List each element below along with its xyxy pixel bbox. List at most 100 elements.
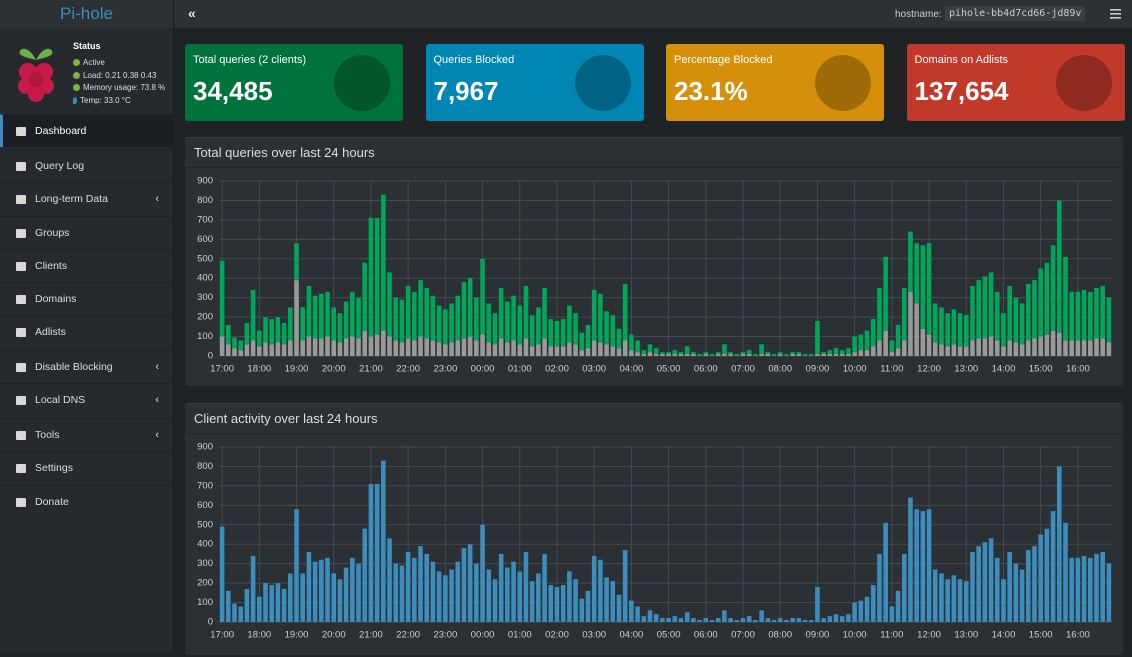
bar <box>796 352 802 355</box>
bar <box>796 354 802 356</box>
bar <box>474 340 479 356</box>
bar <box>269 319 275 345</box>
bar <box>486 342 492 356</box>
stat-value: 23.1% <box>674 76 748 106</box>
bar <box>908 291 913 356</box>
bar <box>337 342 343 356</box>
bar <box>449 342 454 356</box>
bar <box>430 340 436 356</box>
bar <box>932 303 938 343</box>
menu-item[interactable]: Clients <box>0 249 173 282</box>
bar <box>939 344 944 356</box>
bar <box>467 544 473 622</box>
bar <box>598 342 603 356</box>
bar <box>511 295 516 341</box>
bar <box>505 567 510 622</box>
bar <box>436 305 442 343</box>
bar <box>405 552 411 622</box>
bar <box>1056 332 1062 356</box>
bar <box>300 307 306 341</box>
bar <box>945 346 950 356</box>
x-tick-label: 10:00 <box>843 364 867 375</box>
bar <box>461 338 467 356</box>
menu-item[interactable]: Dashboard <box>0 114 173 147</box>
bar <box>963 315 969 347</box>
bar <box>505 301 510 343</box>
bar <box>771 620 777 622</box>
bar <box>362 262 368 331</box>
bar <box>994 291 1000 341</box>
x-tick-label: 18:00 <box>247 630 271 641</box>
bar <box>480 334 485 356</box>
bar <box>474 297 479 341</box>
bar <box>1056 466 1062 622</box>
bar <box>523 338 529 356</box>
bar <box>647 352 653 356</box>
bar <box>672 350 678 355</box>
bar <box>1106 563 1112 622</box>
bar <box>970 340 975 356</box>
menu-item[interactable]: Groups <box>0 216 173 249</box>
bar <box>306 286 312 337</box>
bar <box>1019 303 1025 345</box>
bar <box>827 354 833 356</box>
bar <box>616 328 622 349</box>
menu-item[interactable]: Donate <box>0 485 173 518</box>
bar <box>219 336 225 356</box>
menu-item[interactable]: Settings <box>0 451 173 484</box>
bar <box>926 509 932 622</box>
bar <box>337 313 343 343</box>
bar <box>1019 344 1025 356</box>
bar <box>319 559 324 622</box>
menu-label: Adlists <box>35 326 66 338</box>
menu-label: Domains <box>35 293 77 305</box>
logo[interactable]: Pi-hole <box>0 0 173 28</box>
bar <box>350 291 355 337</box>
bar <box>263 583 268 622</box>
menu-item[interactable]: Query Log <box>0 149 173 182</box>
bar <box>1050 330 1056 356</box>
bar <box>492 313 498 345</box>
x-tick-label: 10:00 <box>843 630 867 641</box>
stat-box: Queries Blocked 7,967 <box>425 44 644 121</box>
bar <box>1081 289 1087 341</box>
menu-item[interactable]: Long-term Data ‹ <box>0 182 173 215</box>
bar <box>498 338 504 356</box>
bar <box>939 307 944 345</box>
menu-item[interactable]: Local DNS ‹ <box>0 383 173 416</box>
menu-icon[interactable] <box>1110 9 1121 19</box>
bar <box>833 614 839 622</box>
x-tick-label: 14:00 <box>992 630 1016 641</box>
bar <box>994 557 1000 622</box>
bar <box>1025 550 1031 622</box>
bar <box>641 616 647 622</box>
bar <box>294 280 299 356</box>
bar <box>560 585 566 622</box>
menu-icon <box>16 464 26 473</box>
menu-item[interactable]: Tools ‹ <box>0 418 173 451</box>
bar <box>722 610 727 622</box>
bar <box>715 352 721 355</box>
bar <box>275 317 281 343</box>
menu-item[interactable]: Disable Blocking ‹ <box>0 350 173 383</box>
menu-item[interactable]: Domains <box>0 282 173 315</box>
bar <box>870 319 876 347</box>
bar <box>554 587 560 622</box>
stat-label: Domains on Adlists <box>914 54 1009 66</box>
bar <box>294 243 299 281</box>
bar <box>833 354 839 356</box>
bar <box>1044 528 1050 622</box>
x-tick-label: 21:00 <box>359 630 383 641</box>
bar <box>269 344 275 356</box>
sidebar-toggle[interactable]: « <box>188 5 196 21</box>
bar <box>703 618 709 622</box>
bar <box>343 567 349 622</box>
bar <box>405 286 411 339</box>
bar <box>883 522 888 622</box>
bar <box>350 336 355 356</box>
menu-icon <box>16 262 26 271</box>
menu-item[interactable]: Adlists <box>0 315 173 348</box>
bar <box>362 330 368 356</box>
menu-icon <box>16 396 26 405</box>
bar <box>467 278 473 337</box>
